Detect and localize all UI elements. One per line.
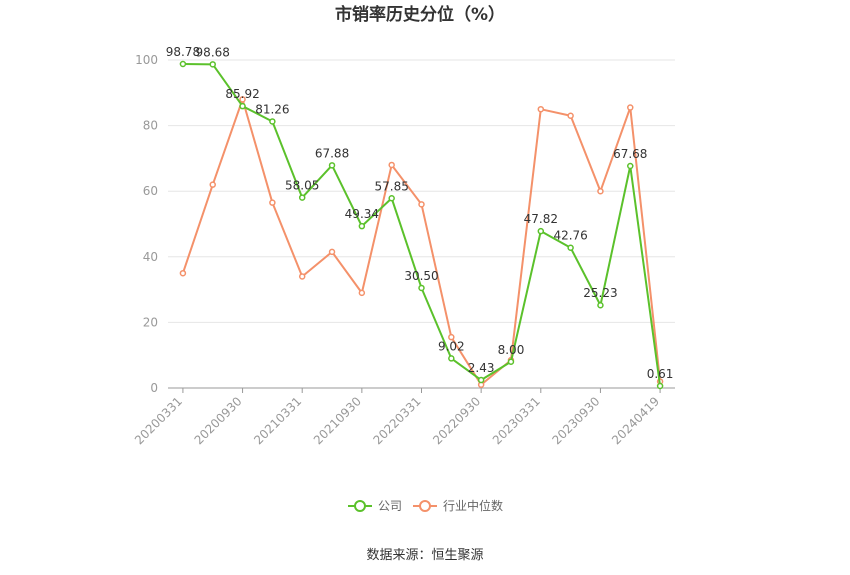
data-label: 85.92 — [225, 87, 259, 101]
y-tick-label: 20 — [143, 315, 158, 329]
grid — [168, 59, 675, 323]
data-point[interactable] — [448, 333, 455, 341]
data-point[interactable] — [627, 162, 634, 170]
x-tick-label: 20210331 — [251, 394, 304, 447]
data-point[interactable] — [209, 181, 216, 188]
data-label: 25.23 — [583, 286, 617, 300]
data-label: 30.50 — [404, 269, 438, 283]
series-industry-median — [179, 96, 664, 388]
series-line — [181, 98, 662, 386]
data-label: 58.05 — [285, 179, 319, 193]
data-point[interactable] — [448, 355, 455, 362]
data-point[interactable] — [328, 162, 336, 169]
data-point[interactable] — [567, 112, 574, 120]
data-label: 0.61 — [647, 367, 674, 381]
data-point[interactable] — [567, 244, 574, 251]
data-point[interactable] — [597, 301, 604, 309]
x-tick-label: 20200930 — [192, 394, 245, 447]
legend-item-company[interactable]: 公司 — [348, 499, 402, 513]
data-point[interactable] — [298, 273, 306, 280]
series-layer — [179, 60, 664, 390]
data-point[interactable] — [179, 269, 187, 277]
y-tick-label: 0 — [150, 381, 158, 395]
data-point[interactable] — [537, 227, 545, 235]
series-company — [179, 60, 664, 390]
data-point[interactable] — [328, 248, 336, 256]
data-point[interactable] — [477, 376, 485, 384]
data-label: 8.00 — [498, 343, 525, 357]
data-point[interactable] — [537, 105, 545, 113]
data-point[interactable] — [418, 284, 425, 292]
data-point[interactable] — [269, 118, 276, 125]
legend-industry-label: 行业中位数 — [443, 498, 503, 513]
data-point[interactable] — [388, 161, 395, 169]
data-point[interactable] — [388, 195, 395, 202]
data-point[interactable] — [358, 289, 366, 297]
legend-company-label: 公司 — [378, 499, 402, 513]
y-tick-label: 60 — [143, 184, 158, 198]
x-tick-label: 20210930 — [311, 394, 364, 447]
legend-industry-marker — [419, 500, 431, 512]
legend-company-marker — [354, 500, 366, 512]
data-point[interactable] — [269, 199, 276, 206]
data-point[interactable] — [209, 61, 216, 68]
data-label: 67.68 — [613, 147, 647, 161]
y-tick-label: 40 — [143, 250, 158, 264]
data-point[interactable] — [597, 187, 604, 195]
data-point[interactable] — [627, 104, 634, 111]
x-tick-label: 20240419 — [609, 394, 662, 447]
data-point[interactable] — [358, 222, 366, 230]
source-note: 数据来源：恒生聚源 — [366, 548, 483, 563]
x-tick-label: 20220331 — [371, 394, 424, 447]
y-tick-label: 80 — [143, 119, 158, 133]
data-point[interactable] — [418, 201, 425, 208]
chart-title: 市销率历史分位（%） — [335, 4, 505, 25]
data-label: 81.26 — [255, 102, 289, 116]
data-point[interactable] — [298, 194, 306, 201]
data-label: 98.78 — [166, 45, 200, 59]
x-tick-label: 20200331 — [132, 394, 185, 447]
data-point[interactable] — [507, 358, 515, 366]
data-label: 67.88 — [315, 146, 349, 160]
y-axis: 0 20 40 60 80 100 — [135, 53, 158, 395]
data-label: 98.68 — [196, 45, 230, 59]
data-label: 2.43 — [468, 361, 495, 375]
data-label: 9.02 — [438, 339, 465, 353]
data-label: 49.34 — [345, 207, 379, 221]
data-point[interactable] — [656, 382, 664, 390]
x-tick-label: 20230930 — [549, 394, 602, 447]
data-point[interactable] — [239, 102, 246, 110]
x-tick-label: 20230331 — [490, 394, 543, 447]
data-point[interactable] — [239, 96, 246, 103]
data-point[interactable] — [179, 60, 187, 68]
legend-item-industry-median[interactable]: 行业中位数 — [413, 498, 503, 513]
x-axis: 20200331 20200930 20210331 20210930 20220331… — [132, 388, 662, 447]
data-label: 57.85 — [374, 179, 408, 193]
y-tick-label: 100 — [135, 53, 158, 67]
legend: 公司 行业中位数 — [348, 498, 503, 513]
x-tick-label: 20220930 — [430, 394, 483, 447]
data-label: 47.82 — [524, 212, 558, 226]
data-label: 42.76 — [553, 229, 587, 243]
